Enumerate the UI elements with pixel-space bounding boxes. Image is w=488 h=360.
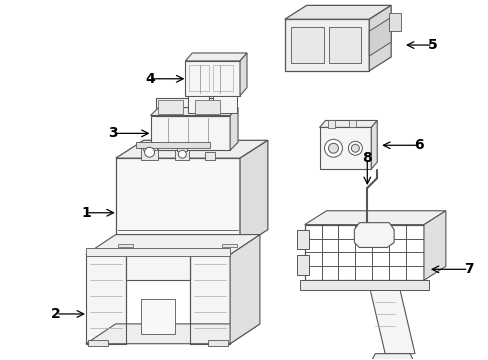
Text: 3: 3 [108,126,117,140]
Polygon shape [155,98,188,116]
Text: 2: 2 [51,307,61,321]
Polygon shape [185,61,240,96]
Text: 1: 1 [81,206,91,220]
Polygon shape [230,108,238,150]
Polygon shape [116,158,240,247]
Bar [177,145,187,151]
Bar [388,13,400,31]
Polygon shape [86,235,260,255]
Polygon shape [116,140,267,158]
Polygon shape [213,96,237,113]
Text: 5: 5 [427,38,437,52]
Bar [158,100,183,113]
Circle shape [351,144,359,152]
Bar [189,65,209,91]
Polygon shape [240,53,246,96]
Bar [222,243,237,247]
Polygon shape [86,255,126,344]
Bar [118,243,132,247]
Bar [142,142,156,150]
Circle shape [178,150,186,158]
Polygon shape [370,121,376,169]
Text: 6: 6 [413,138,423,152]
Circle shape [144,147,154,157]
Bar [296,230,308,249]
Bar [299,280,428,290]
Polygon shape [189,255,230,344]
Polygon shape [319,121,376,127]
Bar [205,152,215,160]
Polygon shape [354,223,393,247]
Bar [88,340,107,346]
Polygon shape [185,53,246,61]
Text: 8: 8 [362,151,371,165]
Bar [86,248,230,256]
Bar [175,150,189,160]
Circle shape [328,143,338,153]
Polygon shape [240,140,267,247]
Circle shape [324,139,342,157]
Polygon shape [319,127,370,169]
Bar [328,27,361,63]
Bar [327,121,335,129]
Polygon shape [284,5,390,19]
Polygon shape [368,17,390,56]
Polygon shape [365,354,419,360]
Polygon shape [368,5,390,71]
Bar [290,27,323,63]
Bar [135,142,210,148]
Polygon shape [188,96,209,113]
Bar [141,148,158,160]
Polygon shape [150,108,238,116]
Bar [213,65,233,91]
Polygon shape [423,211,445,280]
Polygon shape [126,255,189,280]
Polygon shape [304,211,445,225]
Polygon shape [284,19,368,71]
Bar [349,121,356,127]
Bar [296,255,308,275]
Text: 7: 7 [463,262,472,276]
Polygon shape [150,116,230,150]
Polygon shape [192,98,224,116]
Polygon shape [86,324,260,344]
Polygon shape [369,290,414,354]
Text: 4: 4 [145,72,155,86]
Bar [141,299,175,334]
Polygon shape [230,235,260,344]
Circle shape [347,141,362,155]
Bar [195,100,220,113]
Bar [208,340,227,346]
